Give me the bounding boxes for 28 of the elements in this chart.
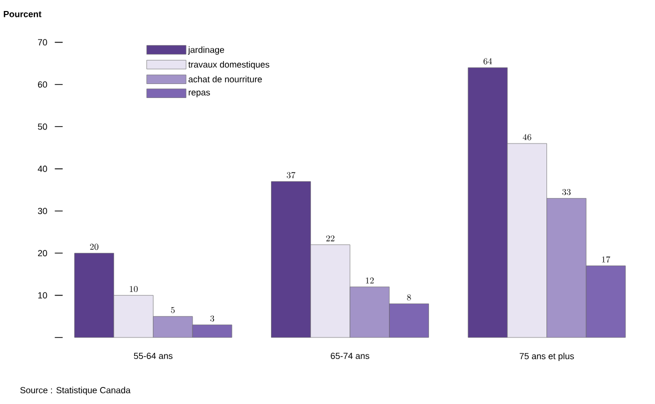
legend-label: travaux domestiques <box>188 60 270 70</box>
data-label: 22 <box>326 235 334 242</box>
data-label: 33 <box>562 188 571 195</box>
data-label: 3 <box>210 315 214 322</box>
data-label: 64 <box>484 58 492 64</box>
x-tick-label: 65-74 ans <box>330 352 370 359</box>
y-tick-label: 30 <box>38 208 48 214</box>
y-tick-label: 20 <box>38 250 48 256</box>
x-tick-label: 55-64 ans <box>134 352 172 359</box>
legend-label: repas <box>188 90 210 98</box>
data-label: 10 <box>130 286 138 292</box>
y-tick-label: 60 <box>38 81 48 88</box>
source-note: Source : Statistique Canada <box>20 386 131 395</box>
data-label: 17 <box>602 256 610 262</box>
y-axis-title: Pourcent <box>4 10 42 18</box>
y-tick-label: 40 <box>38 165 48 172</box>
x-tick-label: 75 ans et plus <box>520 352 574 361</box>
data-label: 46 <box>522 134 532 140</box>
data-label: 5 <box>171 306 175 313</box>
y-tick-label: 70 <box>38 38 48 46</box>
y-tick-label: 10 <box>38 292 48 298</box>
data-label: 20 <box>90 244 98 250</box>
data-label: 37 <box>286 172 296 178</box>
data-label: 8 <box>407 294 411 300</box>
legend-label: achat de nourriture <box>188 76 262 82</box>
data-label: 12 <box>366 277 374 284</box>
y-tick-label: 50 <box>38 123 48 130</box>
legend-label: jardinage <box>188 46 224 54</box>
